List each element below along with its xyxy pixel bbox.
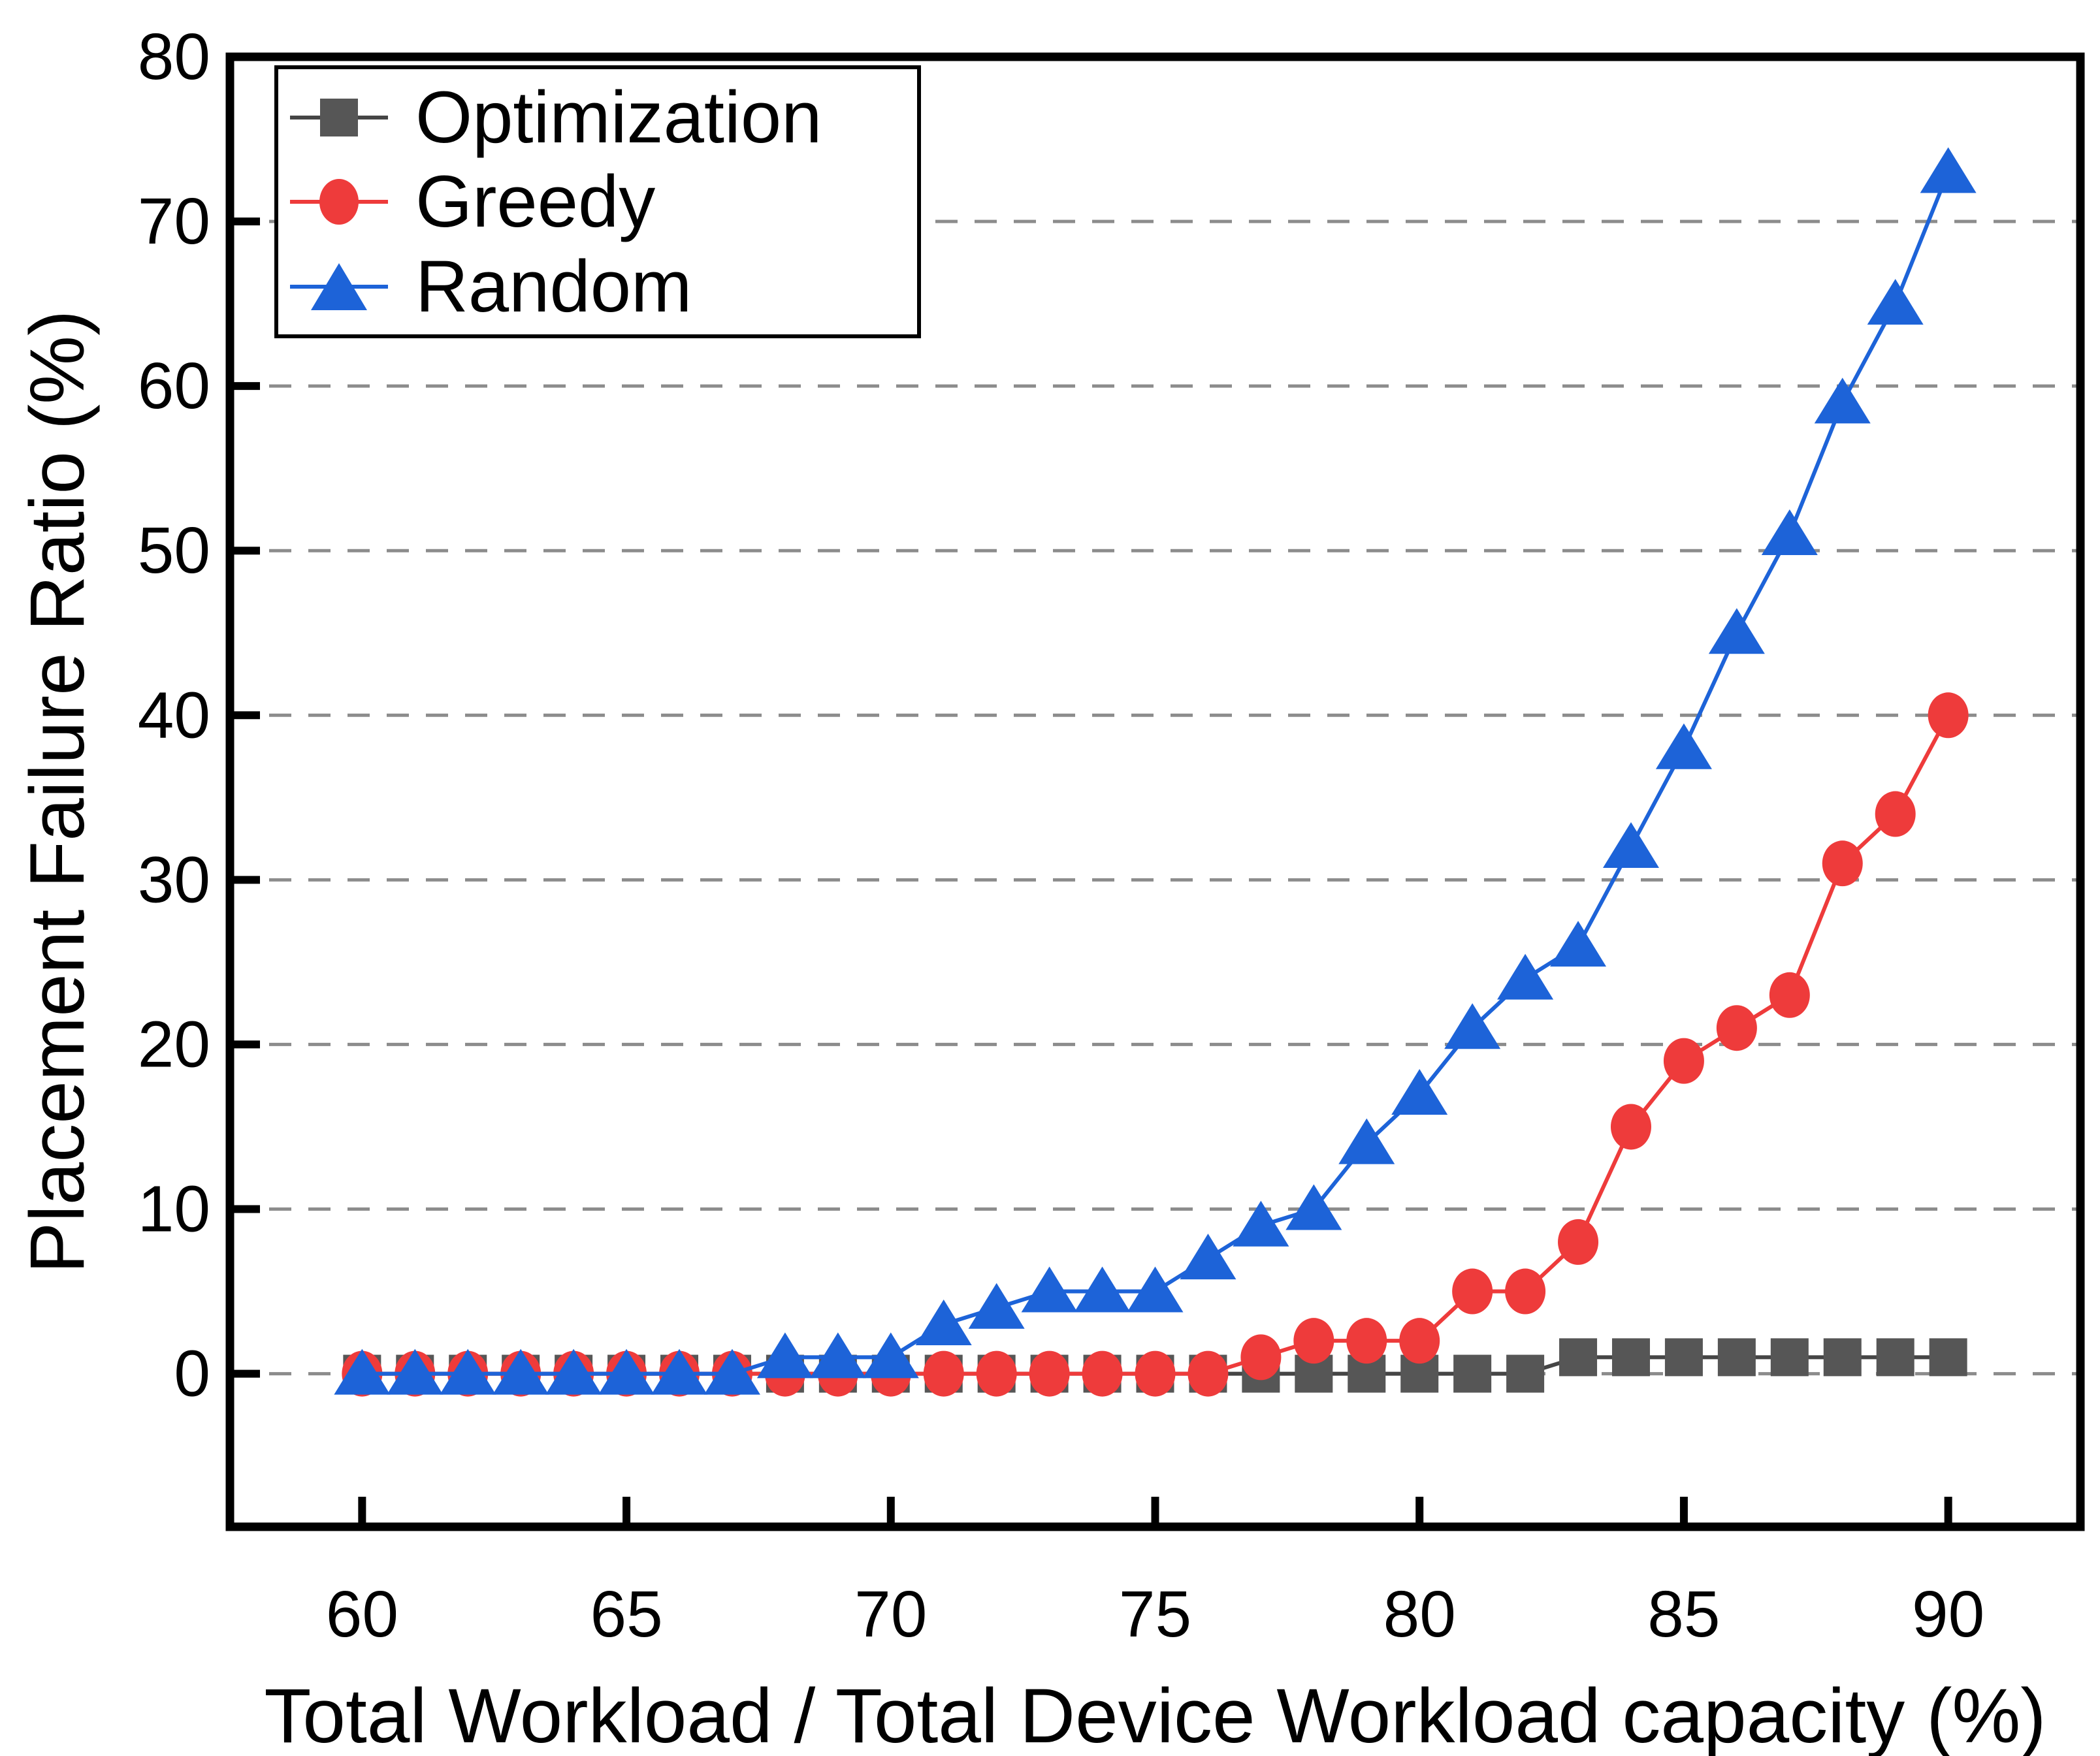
data-point-marker (1180, 1234, 1236, 1280)
data-point-marker (1029, 1350, 1070, 1397)
data-point-marker (1716, 1005, 1757, 1051)
x-tick-label: 65 (590, 1578, 662, 1651)
legend-item-random: Random (290, 245, 917, 327)
y-tick-label: 50 (138, 514, 210, 587)
legend-label-optimization: Optimization (415, 76, 822, 158)
y-tick-label: 20 (138, 1008, 210, 1081)
data-point-marker (1610, 1104, 1651, 1150)
data-point-marker (1187, 1350, 1229, 1397)
data-point-marker (1391, 1069, 1448, 1115)
data-point-marker (1127, 1266, 1184, 1313)
y-tick-label: 30 (138, 843, 210, 916)
legend-item-greedy: Greedy (290, 165, 917, 238)
random-marker-icon (290, 257, 388, 316)
data-point-marker (1346, 1318, 1387, 1364)
data-point-marker (440, 1349, 496, 1395)
x-tick-label: 85 (1647, 1578, 1720, 1651)
data-point-marker (387, 1349, 444, 1395)
data-point-marker (1559, 1338, 1598, 1377)
data-point-marker (1082, 1350, 1123, 1397)
data-point-marker (545, 1349, 602, 1395)
y-tick-label: 60 (138, 349, 210, 423)
data-point-marker (1074, 1266, 1131, 1313)
legend-item-optimization: Optimization (290, 76, 917, 158)
data-point-marker (1021, 1266, 1078, 1313)
y-tick-label: 40 (138, 678, 210, 752)
data-point-marker (968, 1283, 1025, 1329)
legend: Optimization Greedy Random (274, 65, 921, 338)
data-point-marker (1655, 723, 1712, 769)
data-point-marker (493, 1349, 549, 1395)
data-point-marker (915, 1299, 972, 1345)
data-point-marker (1338, 1118, 1395, 1164)
x-tick-label: 60 (326, 1578, 398, 1651)
legend-label-random: Random (415, 245, 692, 327)
data-point-marker (1505, 1268, 1546, 1315)
legend-label-greedy: Greedy (415, 161, 656, 242)
x-tick-label: 90 (1912, 1578, 1984, 1651)
data-point-marker (1928, 692, 1969, 739)
x-tick-label: 75 (1119, 1578, 1191, 1651)
x-tick-label: 70 (854, 1578, 927, 1651)
data-point-marker (1233, 1200, 1289, 1247)
data-point-marker (1135, 1350, 1176, 1397)
data-point-marker (1285, 1184, 1342, 1230)
data-point-marker (1506, 1354, 1545, 1393)
x-tick-label: 80 (1383, 1578, 1456, 1651)
data-point-marker (1867, 279, 1924, 325)
data-point-marker (1602, 822, 1659, 868)
data-point-marker (1664, 1338, 1703, 1377)
data-point-marker (1822, 840, 1863, 887)
data-point-marker (598, 1349, 655, 1395)
data-point-marker (1929, 1338, 1967, 1377)
data-point-marker (809, 1332, 866, 1379)
data-point-marker (1550, 921, 1607, 967)
data-point-marker (1240, 1334, 1282, 1381)
data-point-marker (1876, 1338, 1914, 1377)
data-point-marker (1823, 1338, 1862, 1377)
data-point-marker (1293, 1318, 1334, 1364)
data-point-marker (976, 1350, 1017, 1397)
data-point-marker (1452, 1268, 1493, 1315)
y-tick-label: 70 (138, 185, 210, 258)
y-tick-label: 80 (138, 20, 210, 93)
data-point-marker (1761, 509, 1818, 556)
data-point-marker (1770, 1338, 1809, 1377)
greedy-marker-icon (290, 172, 388, 231)
y-tick-label: 0 (174, 1337, 210, 1411)
optimization-marker-icon (290, 88, 388, 147)
data-point-marker (334, 1349, 391, 1395)
data-point-marker (1920, 147, 1977, 193)
y-axis-title: Placement Failure Ratio (%) (14, 310, 101, 1274)
data-point-marker (1453, 1354, 1492, 1393)
data-point-marker (1611, 1338, 1650, 1377)
data-point-marker (1717, 1338, 1756, 1377)
data-point-marker (651, 1349, 708, 1395)
y-tick-label: 10 (138, 1173, 210, 1246)
data-point-marker (1814, 377, 1871, 424)
data-point-marker (1444, 1003, 1501, 1049)
data-point-marker (703, 1349, 760, 1395)
data-point-marker (923, 1350, 964, 1397)
data-point-marker (1497, 953, 1554, 1000)
x-axis-title: Total Workload / Total Device Workload c… (264, 1673, 2046, 1756)
data-point-marker (1875, 791, 1916, 837)
data-point-marker (862, 1332, 919, 1379)
data-point-marker (1663, 1038, 1704, 1084)
data-point-marker (1769, 972, 1810, 1018)
data-point-marker (1399, 1318, 1440, 1364)
series-line-random (362, 171, 1950, 1376)
data-point-marker (1558, 1219, 1599, 1265)
data-point-marker (756, 1332, 813, 1379)
data-point-marker (1708, 608, 1765, 654)
